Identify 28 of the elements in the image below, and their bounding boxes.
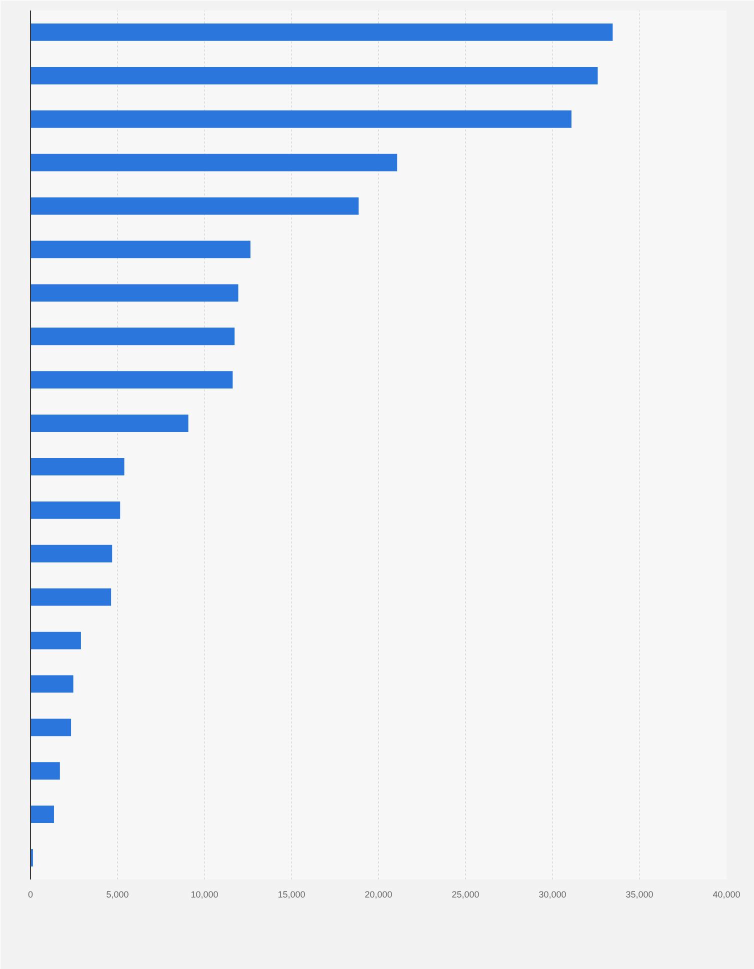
bar xyxy=(30,371,233,389)
bar xyxy=(30,675,74,693)
x-tick-label: 15,000 xyxy=(278,890,306,900)
bar xyxy=(30,632,81,650)
bar xyxy=(30,240,250,258)
bar xyxy=(30,458,124,476)
x-tick-label: 40,000 xyxy=(712,890,740,900)
bar xyxy=(30,197,359,215)
bar xyxy=(30,588,112,606)
bar xyxy=(30,806,54,824)
x-tick-label: 10,000 xyxy=(190,890,218,900)
bar xyxy=(30,544,112,562)
x-tick-label: 20,000 xyxy=(364,890,392,900)
bar xyxy=(30,762,60,780)
x-tick-label: 0 xyxy=(28,890,34,900)
bar xyxy=(30,24,613,41)
x-tick-label: 5,000 xyxy=(106,890,129,900)
bar xyxy=(30,718,72,736)
x-tick-label: 25,000 xyxy=(452,890,480,900)
bar xyxy=(30,110,572,128)
bar xyxy=(30,154,398,172)
bar xyxy=(30,66,598,84)
x-tick-label: 30,000 xyxy=(538,890,566,900)
bar xyxy=(30,414,188,432)
bar xyxy=(30,501,120,519)
bar xyxy=(30,328,235,346)
x-tick-label: 35,000 xyxy=(626,890,654,900)
bar xyxy=(30,284,238,302)
